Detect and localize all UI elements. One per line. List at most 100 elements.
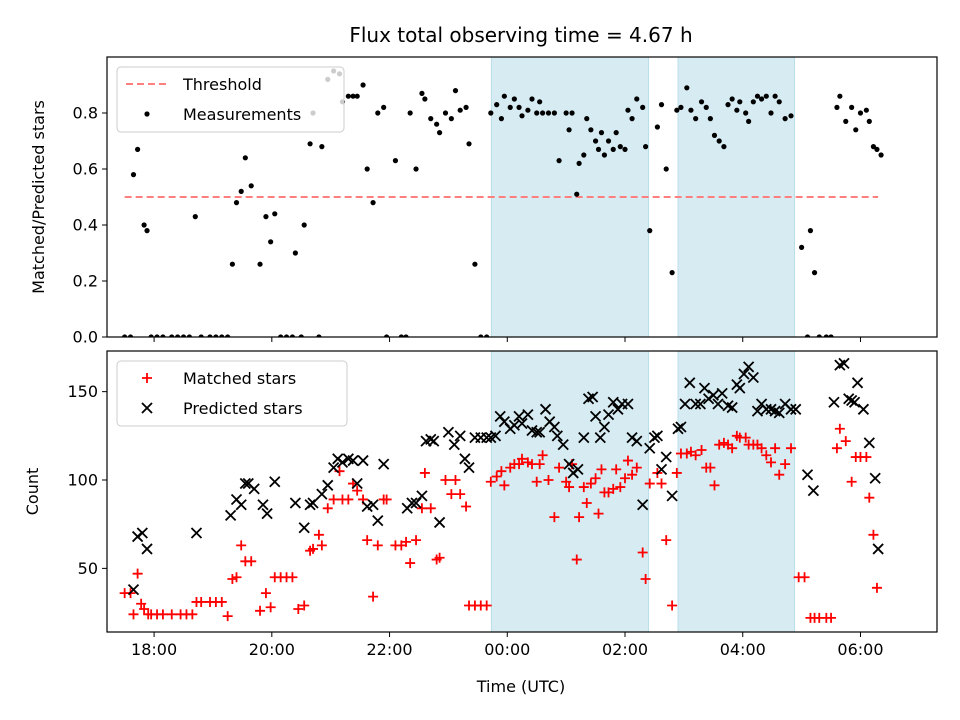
measurement-point [398, 334, 404, 337]
measurement-point [511, 96, 517, 102]
ratio-panel: 0.0 0.2 0.4 0.6 0.8 Matched/Predicted stars Th… [29, 56, 938, 347]
predicted-point [489, 430, 502, 442]
measurement-point [658, 102, 665, 108]
matched-point [615, 482, 626, 493]
predicted-point [367, 499, 379, 511]
measurement-point [768, 110, 774, 116]
matched-point [236, 540, 247, 551]
measurement-point [711, 132, 718, 138]
x-tick-label: 00:00 [484, 640, 530, 659]
measurement-point [551, 110, 557, 116]
matched-point [871, 582, 882, 593]
matched-point [425, 503, 436, 514]
measurement-point [678, 104, 684, 110]
matched-point [196, 596, 207, 607]
matched-point [166, 609, 177, 620]
predicted-point [327, 462, 340, 474]
measurement-point [693, 116, 699, 122]
axes-frame [106, 56, 938, 338]
measurement-point [403, 334, 409, 337]
measurement-point [186, 334, 193, 337]
measurement-point [782, 116, 788, 122]
predicted-point [785, 403, 797, 415]
measurement-point [350, 93, 356, 99]
y-tick-label: 0.0 [73, 328, 98, 347]
predicted-point [572, 463, 584, 476]
measurement-point [525, 107, 531, 113]
count-panel: 50 100 150 18:00 20:00 22:00 00:00 02:00 04:00 06… [23, 350, 938, 659]
predicted-point [522, 408, 534, 421]
predicted-point [190, 527, 203, 539]
measurement-point [392, 158, 399, 164]
measurement-point [494, 102, 500, 108]
axes-frame [106, 350, 938, 633]
predicted-point [557, 439, 569, 451]
predicted-point [578, 431, 590, 444]
matched-point [846, 476, 857, 487]
measurement-point [584, 116, 590, 122]
matched-point [446, 489, 457, 500]
predicted-point [726, 401, 738, 414]
predicted-point [857, 403, 870, 415]
predicted-point [734, 382, 746, 394]
measurement-point [788, 113, 794, 119]
measurement-point [238, 188, 244, 194]
matched-point [128, 609, 139, 620]
predicted-point [747, 371, 759, 384]
predicted-point [289, 497, 302, 509]
measurement-point [457, 107, 463, 113]
measurement-point [750, 99, 756, 105]
y-tick-label: 100 [67, 471, 98, 490]
predicted-point [655, 463, 668, 476]
matched-point [255, 605, 266, 616]
measurement-point [684, 85, 690, 91]
measurement-point [569, 110, 575, 116]
measurement-point [834, 104, 840, 110]
legend-predicted-swatch [141, 402, 153, 414]
predicted-point [651, 430, 664, 442]
legend-box [116, 360, 348, 427]
measurement-point [472, 261, 478, 267]
matched-point [864, 492, 875, 503]
measurement-point [422, 96, 428, 102]
measurement-point [180, 334, 187, 337]
measurement-point [721, 144, 727, 150]
matched-point [571, 554, 582, 565]
matched-point [585, 478, 596, 489]
measurement-point [519, 113, 525, 119]
matched-point [139, 604, 150, 615]
predicted-point [738, 368, 750, 380]
measurement-point [198, 334, 204, 337]
matched-point [491, 471, 502, 482]
predicted-point [316, 488, 328, 500]
predicted-point [513, 410, 525, 423]
measurement-point [746, 118, 752, 124]
matched-point [136, 598, 147, 609]
x-axis-label: Time (UTC) [476, 677, 565, 696]
predicted-point [644, 442, 656, 454]
matched-point [246, 556, 257, 567]
measurement-point [141, 222, 147, 228]
predicted-point [224, 509, 237, 521]
predicted-point [589, 410, 602, 423]
measurement-point [144, 228, 150, 234]
matched-point [362, 535, 373, 546]
predicted-point [773, 407, 785, 419]
x-tick-label: 20:00 [249, 640, 295, 659]
matched-point [868, 529, 879, 540]
measurement-point [629, 116, 635, 122]
y-tick-label: 50 [78, 559, 98, 578]
matched-point [667, 600, 678, 611]
matched-point [644, 478, 655, 489]
measurement-point [807, 228, 814, 234]
measurement-point [478, 334, 484, 337]
predicted-point [347, 454, 359, 467]
measurement-point [298, 334, 304, 337]
measurement-point [849, 104, 855, 110]
predicted-point [598, 421, 611, 433]
predicted-point [838, 357, 850, 370]
measurement-point [154, 334, 160, 337]
matched-point [481, 600, 492, 611]
predicted-point [563, 458, 575, 470]
